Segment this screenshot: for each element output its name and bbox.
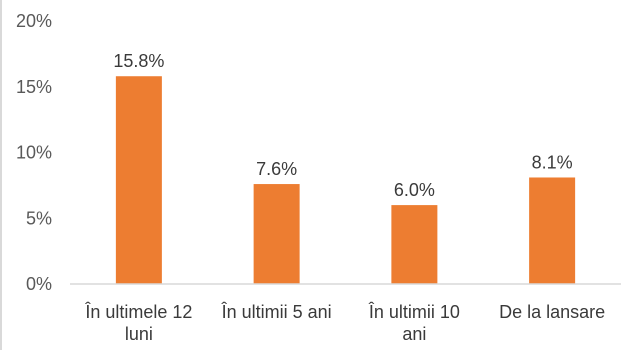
y-tick-label: 10%	[16, 143, 52, 163]
x-axis: În ultimele 12 luni În ultimii 5 ani În ult…	[84, 302, 605, 344]
y-tick-label: 20%	[16, 11, 52, 31]
x-category-label: În ultimii 5 ani	[221, 302, 332, 322]
x-category-label-line: În ultimii 5 ani	[221, 302, 332, 322]
bar	[529, 177, 576, 284]
x-category-label: În ultimele 12 luni	[84, 302, 192, 344]
data-label: 6.0%	[394, 180, 435, 200]
data-labels: 15.8% 7.6% 6.0% 8.1%	[113, 51, 572, 200]
y-tick-label: 0%	[26, 274, 52, 294]
y-tick-label: 5%	[26, 208, 52, 228]
x-category-label-line: În ultimele 12	[84, 302, 192, 322]
data-label: 7.6%	[256, 159, 297, 179]
bar	[115, 76, 162, 284]
x-category-label: De la lansare	[499, 302, 605, 322]
bar	[391, 205, 438, 284]
x-category-label-line: ani	[402, 324, 426, 344]
x-category-label-line: De la lansare	[499, 302, 605, 322]
bar	[253, 184, 300, 284]
x-category-label: În ultimii 10 ani	[368, 302, 460, 344]
data-label: 8.1%	[532, 152, 573, 172]
x-category-label-line: În ultimii 10	[368, 302, 460, 322]
bars	[115, 76, 576, 284]
y-axis: 0% 5% 10% 15% 20%	[16, 11, 52, 294]
y-tick-label: 15%	[16, 77, 52, 97]
x-category-label-line: luni	[125, 324, 153, 344]
data-label: 15.8%	[113, 51, 164, 71]
